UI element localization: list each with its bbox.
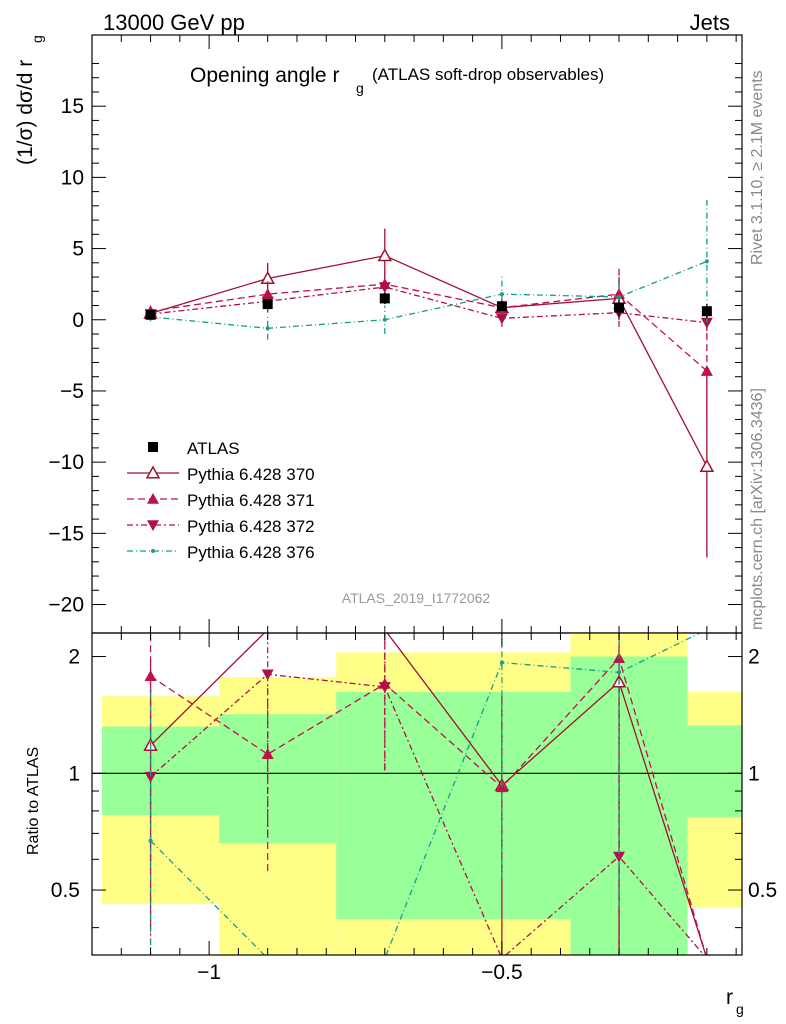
ratio-y-tick-label: 0.5 [51,879,80,902]
series-point-3 [499,292,504,297]
legend-marker-data [148,442,158,452]
data-point [614,302,625,313]
ratio-band-inner [570,656,688,955]
chart-title: Opening angle r [190,64,339,87]
legend-marker-3 [151,549,155,553]
chart-title-extra: (ATLAS soft-drop observables) [372,65,604,84]
legend-entry-data: ATLAS [148,439,240,458]
legend-entry-0: Pythia 6.428 370 [127,465,315,484]
analysis-label: ATLAS_2019_I1772062 [342,590,491,606]
series-point-0 [377,248,393,262]
series-point-1 [700,365,713,376]
ratio-y-tick-label-right: 0.5 [748,879,777,902]
legend-marker-2 [147,520,159,531]
ratio-band-inner [219,714,337,844]
ratio-band-inner [102,726,220,816]
mcplots-label: mcplots.cern.ch [arXiv:1306.3436] [749,388,766,630]
rivet-label: Rivet 3.1.10, ≥ 2.1M events [749,70,766,265]
ratio-point-1 [261,748,274,760]
ratio-point-1 [144,670,157,681]
y-tick-label: −5 [60,380,84,403]
series-point-3 [382,317,387,322]
axes: −20 −15 −10 −5 0 5 10 15 −1 −0.5 0.5 0.5 1 1 2 2 [48,35,777,984]
y-tick-label: −10 [48,451,84,474]
legend-label-3: Pythia 6.428 376 [187,543,315,562]
y-tick-label: 5 [72,238,84,261]
legend-marker-0 [145,465,161,479]
y-axis-label: (1/σ) dσ/d r [14,60,37,165]
ratio-y-tick-label: 2 [68,646,80,669]
ratio-y-axis-label: Ratio to ATLAS [25,747,42,855]
series-point-2 [495,313,508,325]
data-point [701,306,712,317]
x-tick-label: −0.5 [481,961,522,984]
series-line-3 [150,260,708,329]
data-point [379,293,390,304]
legend-label-2: Pythia 6.428 372 [187,517,315,536]
ratio-panel [91,632,743,956]
legend-label-data: ATLAS [187,439,240,458]
legend-label-0: Pythia 6.428 370 [187,465,315,484]
legend-entry-2: Pythia 6.428 372 [127,517,315,536]
header-right: Jets [690,10,730,35]
ratio-point-2 [378,682,391,693]
x-tick-label: −1 [197,961,221,984]
legend-entry-1: Pythia 6.428 371 [127,491,315,510]
ratio-band-inner [336,692,454,920]
x-axis-label-sub: g [736,1001,744,1017]
y-tick-label: −20 [48,594,84,617]
ratio-y-tick-label: 1 [68,762,80,785]
legend-label-1: Pythia 6.428 371 [187,491,315,510]
ratio-point-2 [261,669,274,681]
ratio-y-tick-label-right: 2 [748,646,760,669]
x-axis-label: r [726,986,733,1009]
series-point-1 [613,288,626,299]
series-point-3 [704,259,709,264]
series-line-0 [150,255,708,467]
ratio-y-tick-label-right: 1 [748,762,760,785]
y-tick-label: 10 [61,166,84,189]
ratio-point-3 [148,838,153,843]
legend-marker-1 [147,493,159,504]
y-tick-label: 0 [72,309,84,332]
ratio-band-inner [687,725,742,818]
y-tick-label: 15 [61,95,84,118]
ratio-line-2 [150,673,705,955]
header-left: 13000 GeV pp [103,10,245,35]
ratio-point-3 [499,660,504,665]
ratio-line-3 [150,633,702,955]
main-panel: Opening angle r g (ATLAS soft-drop obser… [91,34,743,634]
data-point [145,309,156,320]
y-tick-label: −15 [48,522,84,545]
series-point-3 [265,326,270,331]
ratio-content [92,633,742,955]
series-point-0 [699,458,715,472]
y-axis-label-sub: g [29,35,45,43]
series-point-2 [378,282,391,294]
main-content [143,200,715,558]
legend-entry-3: Pythia 6.428 376 [127,543,315,562]
ratio-frame [91,632,743,956]
series-line-2 [150,286,707,324]
series-point-2 [700,317,713,329]
y-axis-label-main: (1/σ) dσ/d r [14,60,37,165]
data-point [496,301,507,312]
data-point [262,299,273,310]
ratio-line-1 [150,656,707,955]
chart-title-main: Opening angle r [190,64,339,87]
legend: ATLAS Pythia 6.428 370 Pythia 6.428 371 Pyt… [127,439,315,562]
ratio-band-inner [453,692,571,920]
ratio-line-0 [150,633,707,955]
ratio-point-3 [617,670,622,675]
series-point-3 [617,294,622,299]
chart-title-sub: g [356,80,364,96]
ratio-point-2 [144,771,157,783]
